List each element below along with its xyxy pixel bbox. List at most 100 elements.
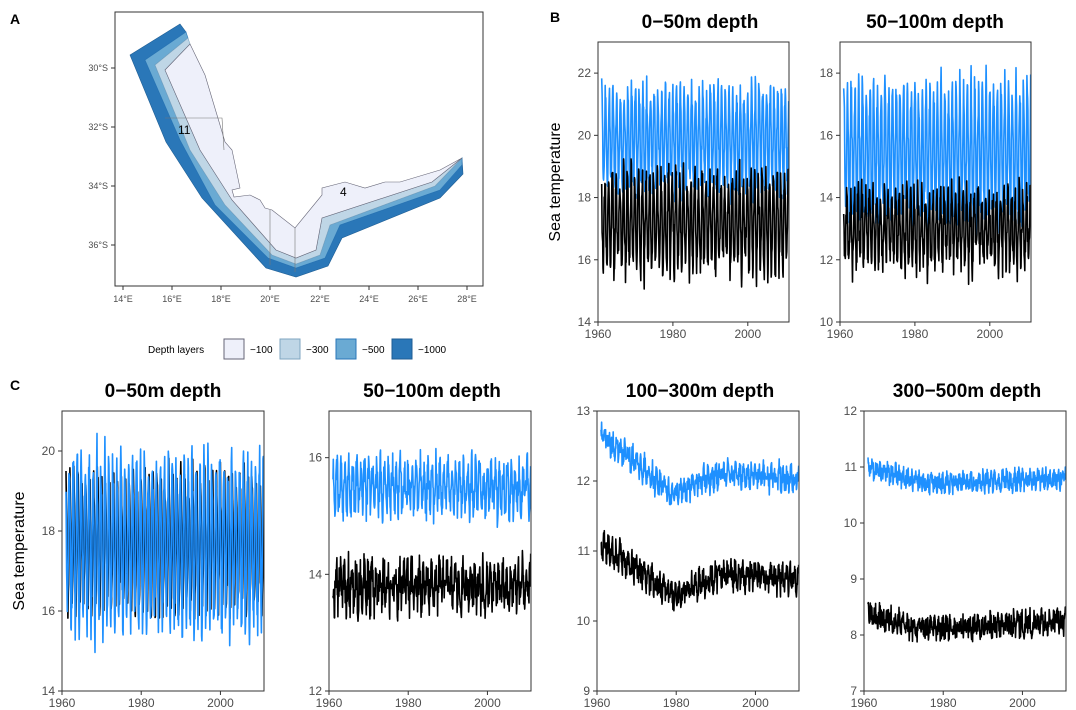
y-tick-label: 12 — [820, 253, 834, 267]
x-tick-label: 1980 — [930, 696, 957, 710]
plot-frame — [839, 41, 1032, 323]
legend-swatch-100 — [223, 338, 245, 360]
plot-frame — [61, 410, 265, 692]
y-tick-label: 12 — [844, 404, 858, 418]
x-tick-label: 1960 — [584, 696, 611, 710]
chart-panel-1: 0−50m depth Sea temperature 14 16 18 20 22 1960… — [547, 12, 790, 341]
map-lat-axis: 30°S 32°S 34°S 36°S — [88, 63, 115, 250]
y-tick-label: 10 — [820, 315, 834, 329]
series-line-dark — [867, 601, 1066, 643]
series-line-light — [332, 447, 531, 529]
legend-label: −500 — [362, 345, 385, 356]
legend-swatch-300 — [279, 338, 301, 360]
region-label-4: 4 — [340, 185, 347, 199]
chart-panel-6: 300−500m depth 7 8 9 10 11 12 1960 1980 2000 — [844, 381, 1067, 710]
x-tick-label: 2000 — [976, 327, 1003, 341]
y-tick-label: 20 — [42, 444, 56, 458]
legend-swatch-1000 — [391, 338, 413, 360]
lon-tick: 26°E — [408, 294, 428, 304]
y-tick-label: 20 — [578, 128, 592, 142]
panel-label-a: A — [10, 11, 20, 27]
legend-label: −300 — [306, 345, 329, 356]
lon-tick: 16°E — [162, 294, 182, 304]
y-tick-label: 16 — [42, 604, 56, 618]
lon-tick: 24°E — [359, 294, 379, 304]
lon-tick: 18°E — [211, 294, 231, 304]
map-lon-axis: 14°E 16°E 18°E 20°E 22°E 24°E 26°E 28°E — [113, 286, 477, 304]
x-tick-label: 2000 — [742, 696, 769, 710]
x-tick-label: 2000 — [474, 696, 501, 710]
map-legend: Depth layers −100 −300 −500 −1000 — [148, 338, 447, 360]
y-tick-label: 13 — [577, 404, 591, 418]
y-tick-label: 9 — [583, 684, 590, 698]
chart-panel-5: 100−300m depth 9 10 11 12 13 1960 1980 2000 — [577, 381, 800, 710]
chart-title: 50−100m depth — [866, 12, 1004, 33]
plot-frame — [597, 41, 790, 323]
legend-label: −100 — [250, 345, 273, 356]
lon-tick: 28°E — [457, 294, 477, 304]
depth-layer-100 — [164, 43, 463, 259]
lon-tick: 14°E — [113, 294, 133, 304]
x-tick-label: 1980 — [902, 327, 929, 341]
y-tick-label: 14 — [820, 191, 834, 205]
lat-tick: 34°S — [88, 181, 108, 191]
chart-title: 300−500m depth — [893, 381, 1041, 402]
series-line-dark — [842, 176, 1031, 286]
x-tick-label: 1960 — [851, 696, 878, 710]
y-tick-label: 22 — [578, 66, 592, 80]
chart-title: 0−50m depth — [105, 381, 222, 402]
series-line-light — [600, 421, 799, 506]
y-tick-label: 16 — [578, 253, 592, 267]
x-tick-label: 2000 — [1009, 696, 1036, 710]
x-tick-label: 1980 — [660, 327, 687, 341]
chart-panel-2: 50−100m depth 10 12 14 16 18 1960 1980 2000 — [820, 12, 1032, 341]
x-tick-label: 1960 — [585, 327, 612, 341]
x-tick-label: 1980 — [663, 696, 690, 710]
y-tick-label: 12 — [577, 474, 591, 488]
y-tick-label: 11 — [578, 544, 591, 558]
plot-frame — [328, 410, 532, 692]
y-tick-label: 18 — [42, 524, 56, 538]
y-tick-label: 10 — [577, 614, 591, 628]
series-line-dark — [600, 529, 799, 612]
chart-title: 50−100m depth — [363, 381, 501, 402]
map-panel: 11 4 30°S 32°S 34°S 36°S 14°E 16°E 18°E — [88, 11, 484, 360]
x-tick-label: 1980 — [395, 696, 422, 710]
y-tick-label: 7 — [850, 684, 857, 698]
panel-label-c: C — [10, 377, 20, 393]
y-tick-label: 14 — [309, 567, 323, 581]
chart-panel-3: 0−50m depth Sea temperature 14 16 18 20 1960 19… — [11, 381, 265, 710]
y-tick-label: 11 — [845, 460, 858, 474]
region-label-11: 11 — [178, 123, 191, 137]
series-line-light — [867, 457, 1066, 496]
y-axis-label: Sea temperature — [11, 491, 28, 610]
y-tick-label: 18 — [578, 191, 592, 205]
lat-tick: 30°S — [88, 63, 108, 73]
y-tick-label: 8 — [850, 628, 857, 642]
y-tick-label: 14 — [578, 315, 592, 329]
lat-tick: 36°S — [88, 240, 108, 250]
series-line-light — [65, 432, 264, 654]
x-tick-label: 1980 — [128, 696, 155, 710]
panel-label-b: B — [550, 9, 560, 25]
chart-title: 0−50m depth — [642, 12, 759, 33]
chart-panel-4: 50−100m depth 12 14 16 1960 1980 2000 — [309, 381, 532, 710]
series-line-dark — [332, 549, 531, 623]
x-tick-label: 1960 — [316, 696, 343, 710]
lon-tick: 20°E — [260, 294, 280, 304]
charts: 0−50m depth Sea temperature 14 16 18 20 22 1960… — [11, 12, 1067, 710]
y-tick-label: 10 — [844, 516, 858, 530]
y-tick-label: 14 — [42, 684, 56, 698]
plot-frame — [863, 410, 1067, 692]
legend-label: −1000 — [418, 345, 447, 356]
lat-tick: 32°S — [88, 122, 108, 132]
x-tick-label: 1960 — [49, 696, 76, 710]
legend-title: Depth layers — [148, 345, 204, 356]
lon-tick: 22°E — [310, 294, 330, 304]
y-tick-label: 16 — [309, 451, 323, 465]
y-tick-label: 18 — [820, 66, 834, 80]
legend-swatch-500 — [335, 338, 357, 360]
x-tick-label: 2000 — [734, 327, 761, 341]
y-tick-label: 12 — [309, 684, 323, 698]
y-tick-label: 16 — [820, 128, 834, 142]
